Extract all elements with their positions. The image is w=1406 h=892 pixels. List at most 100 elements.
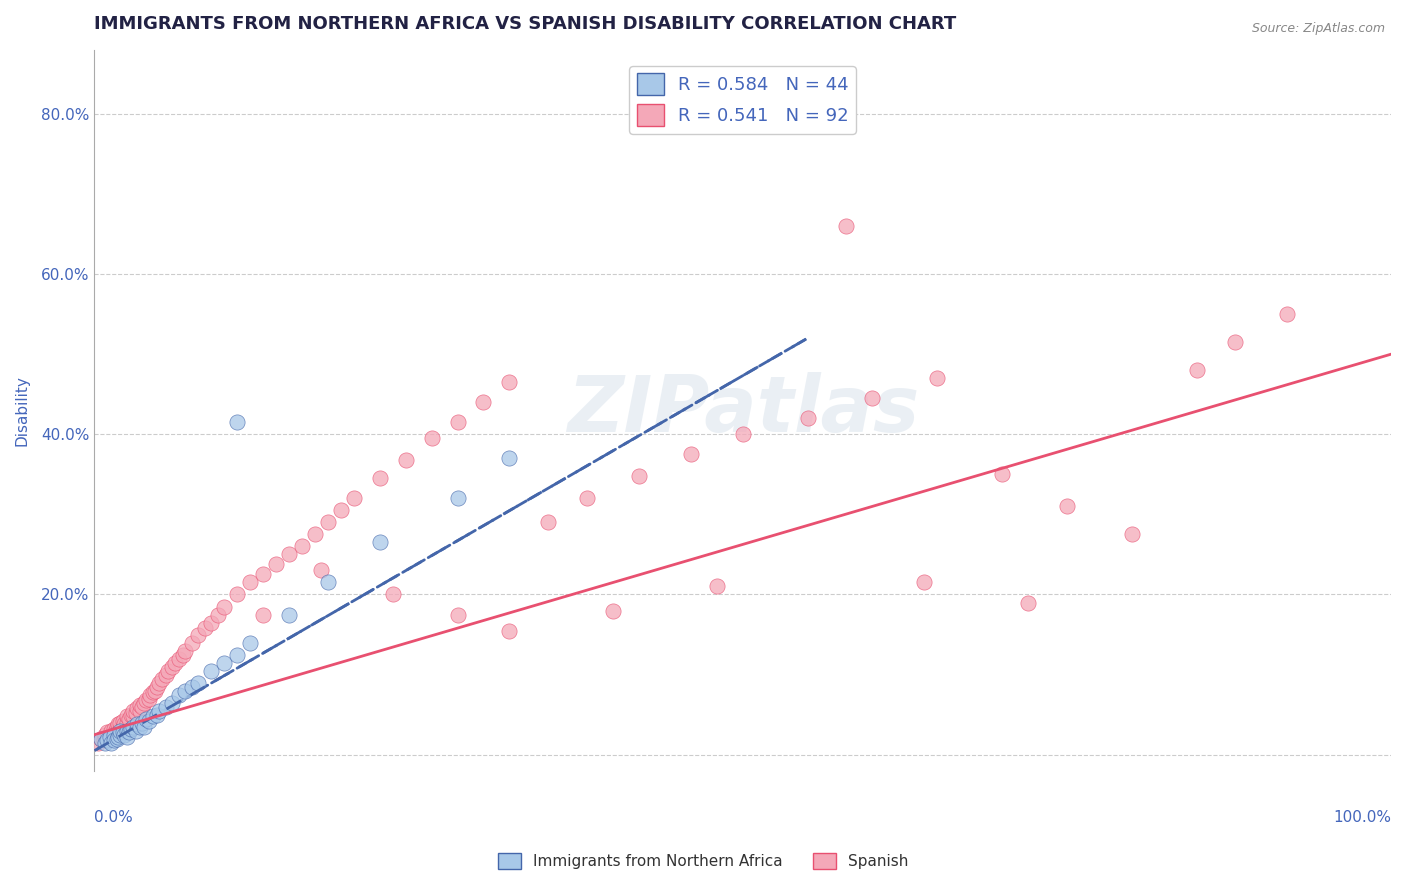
Point bbox=[138, 714, 160, 728]
Point bbox=[115, 723, 138, 738]
Point bbox=[860, 391, 883, 405]
Point bbox=[110, 722, 132, 736]
Point bbox=[107, 723, 129, 738]
Point bbox=[304, 527, 326, 541]
Point bbox=[278, 548, 301, 562]
Legend: Immigrants from Northern Africa, Spanish: Immigrants from Northern Africa, Spanish bbox=[492, 847, 914, 875]
Point bbox=[180, 680, 202, 694]
Point bbox=[122, 709, 145, 723]
Point bbox=[927, 371, 949, 385]
Point bbox=[226, 587, 249, 601]
Point bbox=[125, 723, 148, 738]
Point bbox=[93, 733, 115, 747]
Point bbox=[125, 706, 148, 720]
Legend: R = 0.584   N = 44, R = 0.541   N = 92: R = 0.584 N = 44, R = 0.541 N = 92 bbox=[630, 66, 856, 134]
Text: Source: ZipAtlas.com: Source: ZipAtlas.com bbox=[1251, 22, 1385, 36]
Point bbox=[105, 731, 128, 746]
Point bbox=[200, 664, 222, 678]
Point bbox=[252, 607, 274, 622]
Point bbox=[316, 516, 339, 530]
Point bbox=[602, 603, 624, 617]
Point bbox=[112, 717, 135, 731]
Point bbox=[148, 675, 170, 690]
Point bbox=[110, 723, 132, 738]
Point bbox=[472, 395, 495, 409]
Point bbox=[446, 607, 468, 622]
Point bbox=[1017, 595, 1039, 609]
Point bbox=[148, 704, 170, 718]
Point bbox=[142, 685, 165, 699]
Point bbox=[167, 688, 190, 702]
Point bbox=[96, 731, 118, 746]
Point bbox=[706, 579, 728, 593]
Point bbox=[187, 627, 209, 641]
Point bbox=[796, 411, 818, 425]
Point bbox=[368, 471, 391, 485]
Point bbox=[679, 447, 702, 461]
Point bbox=[627, 469, 650, 483]
Point bbox=[120, 707, 142, 722]
Point bbox=[498, 451, 520, 466]
Point bbox=[103, 722, 125, 736]
Point bbox=[912, 575, 935, 590]
Point bbox=[212, 656, 235, 670]
Point bbox=[343, 491, 366, 506]
Point bbox=[311, 564, 333, 578]
Point bbox=[212, 599, 235, 614]
Point bbox=[172, 648, 194, 662]
Point bbox=[115, 709, 138, 723]
Point bbox=[111, 714, 134, 728]
Point bbox=[226, 415, 249, 429]
Point bbox=[316, 575, 339, 590]
Point bbox=[278, 607, 301, 622]
Point bbox=[103, 733, 125, 747]
Text: ZIPatlas: ZIPatlas bbox=[567, 372, 920, 449]
Point bbox=[163, 656, 186, 670]
Point bbox=[111, 720, 134, 734]
Point bbox=[111, 725, 134, 739]
Point bbox=[239, 575, 262, 590]
Point bbox=[207, 607, 229, 622]
Point bbox=[127, 701, 149, 715]
Point bbox=[94, 728, 117, 742]
Point bbox=[991, 467, 1014, 482]
Point bbox=[291, 540, 314, 554]
Point bbox=[112, 728, 135, 742]
Point bbox=[128, 704, 150, 718]
Point bbox=[135, 693, 157, 707]
Point bbox=[395, 453, 418, 467]
Point bbox=[226, 648, 249, 662]
Point bbox=[120, 722, 142, 736]
Point bbox=[96, 733, 118, 747]
Point bbox=[107, 730, 129, 744]
Point bbox=[127, 717, 149, 731]
Point bbox=[1056, 500, 1078, 514]
Point bbox=[446, 415, 468, 429]
Point bbox=[835, 219, 858, 233]
Point bbox=[118, 712, 141, 726]
Point bbox=[145, 683, 167, 698]
Point bbox=[368, 535, 391, 549]
Point bbox=[98, 730, 121, 744]
Point bbox=[731, 427, 754, 442]
Point bbox=[576, 491, 599, 506]
Point bbox=[1277, 307, 1299, 321]
Point bbox=[142, 709, 165, 723]
Point bbox=[498, 624, 520, 638]
Point bbox=[98, 730, 121, 744]
Point bbox=[252, 567, 274, 582]
Point bbox=[103, 728, 125, 742]
Point bbox=[381, 587, 404, 601]
Point bbox=[329, 503, 352, 517]
Point bbox=[87, 736, 110, 750]
Point bbox=[498, 376, 520, 390]
Y-axis label: Disability: Disability bbox=[15, 375, 30, 446]
Point bbox=[139, 688, 162, 702]
Point bbox=[115, 715, 138, 730]
Point bbox=[132, 696, 155, 710]
Point bbox=[194, 621, 217, 635]
Point bbox=[1121, 527, 1143, 541]
Point bbox=[131, 699, 153, 714]
Text: 100.0%: 100.0% bbox=[1333, 810, 1391, 825]
Point bbox=[100, 723, 122, 738]
